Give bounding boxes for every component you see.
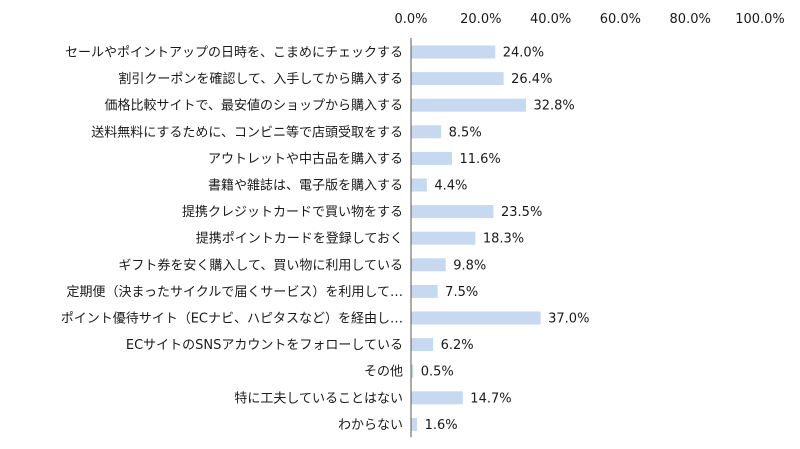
bars bbox=[411, 45, 541, 431]
category-label: 提携ポイントカードを登録しておく bbox=[196, 231, 403, 247]
x-tick-label: 40.0% bbox=[530, 12, 571, 27]
data-label: 32.8% bbox=[533, 99, 574, 114]
data-label: 37.0% bbox=[548, 312, 589, 327]
category-label: ポイント優待サイト（ECナビ、ハピタスなど）を経由し… bbox=[61, 312, 403, 327]
x-tick-label: 60.0% bbox=[600, 12, 641, 27]
category-label: 提携クレジットカードで買い物をする bbox=[182, 204, 403, 220]
category-label: セールやポイントアップの日時を、こまめにチェックする bbox=[65, 46, 403, 61]
data-label: 6.2% bbox=[441, 338, 474, 353]
category-label: 定期便（決まったサイクルで届くサービス）を利用して… bbox=[67, 285, 403, 300]
data-label: 1.6% bbox=[425, 418, 458, 433]
bar bbox=[411, 338, 434, 352]
bar bbox=[411, 178, 427, 192]
category-label: わからない bbox=[338, 418, 403, 433]
bar bbox=[411, 284, 438, 298]
category-labels: セールやポイントアップの日時を、こまめにチェックする割引クーポンを確認して、入手… bbox=[61, 46, 403, 433]
x-tick-label: 20.0% bbox=[460, 12, 501, 27]
bar bbox=[411, 417, 418, 431]
bar bbox=[411, 98, 526, 112]
bar bbox=[411, 364, 414, 378]
data-label: 4.4% bbox=[434, 179, 467, 194]
data-label: 18.3% bbox=[483, 232, 524, 247]
data-label: 0.5% bbox=[421, 365, 454, 380]
bar bbox=[411, 231, 476, 245]
category-label: ECサイトのSNSアカウントをフォローしている bbox=[126, 338, 403, 353]
category-label: 送料無料にするために、コンビニ等で店頭受取をする bbox=[91, 124, 403, 140]
category-label: その他 bbox=[364, 365, 403, 380]
bar bbox=[411, 125, 442, 139]
x-tick-label: 0.0% bbox=[394, 12, 427, 27]
x-axis-ticks: 0.0% 20.0% 40.0% 60.0% 80.0% 100.0% bbox=[394, 12, 784, 27]
data-label: 8.5% bbox=[449, 125, 482, 140]
bar bbox=[411, 205, 494, 219]
category-label: 割引クーポンを確認して、入手してから購入する bbox=[118, 71, 403, 87]
category-label: アウトレットや中古品を購入する bbox=[208, 152, 403, 167]
data-label: 9.8% bbox=[453, 258, 486, 273]
category-label: 書籍や雑誌は、電子版を購入する bbox=[208, 178, 403, 194]
data-label: 23.5% bbox=[501, 205, 542, 220]
category-label: 特に工夫していることはない bbox=[234, 391, 403, 406]
data-labels: 24.0% 26.4% 32.8% 8.5% 11.6% 4.4% 23.5% 18.3% 9.… bbox=[421, 46, 590, 433]
bar bbox=[411, 45, 496, 59]
bar bbox=[411, 391, 463, 405]
bar bbox=[411, 258, 446, 272]
x-tick-label: 100.0% bbox=[735, 12, 785, 27]
data-label: 14.7% bbox=[470, 391, 511, 406]
data-label: 7.5% bbox=[445, 285, 478, 300]
category-label: ギフト券を安く購入して、買い物に利用している bbox=[118, 257, 403, 273]
data-label: 11.6% bbox=[459, 152, 500, 167]
data-label: 24.0% bbox=[503, 46, 544, 61]
bar bbox=[411, 72, 504, 86]
data-label: 26.4% bbox=[511, 72, 552, 87]
bar bbox=[411, 151, 452, 165]
x-tick-label: 80.0% bbox=[670, 12, 711, 27]
bar bbox=[411, 311, 541, 325]
category-label: 価格比較サイトで、最安値のショップから購入する bbox=[105, 98, 403, 114]
